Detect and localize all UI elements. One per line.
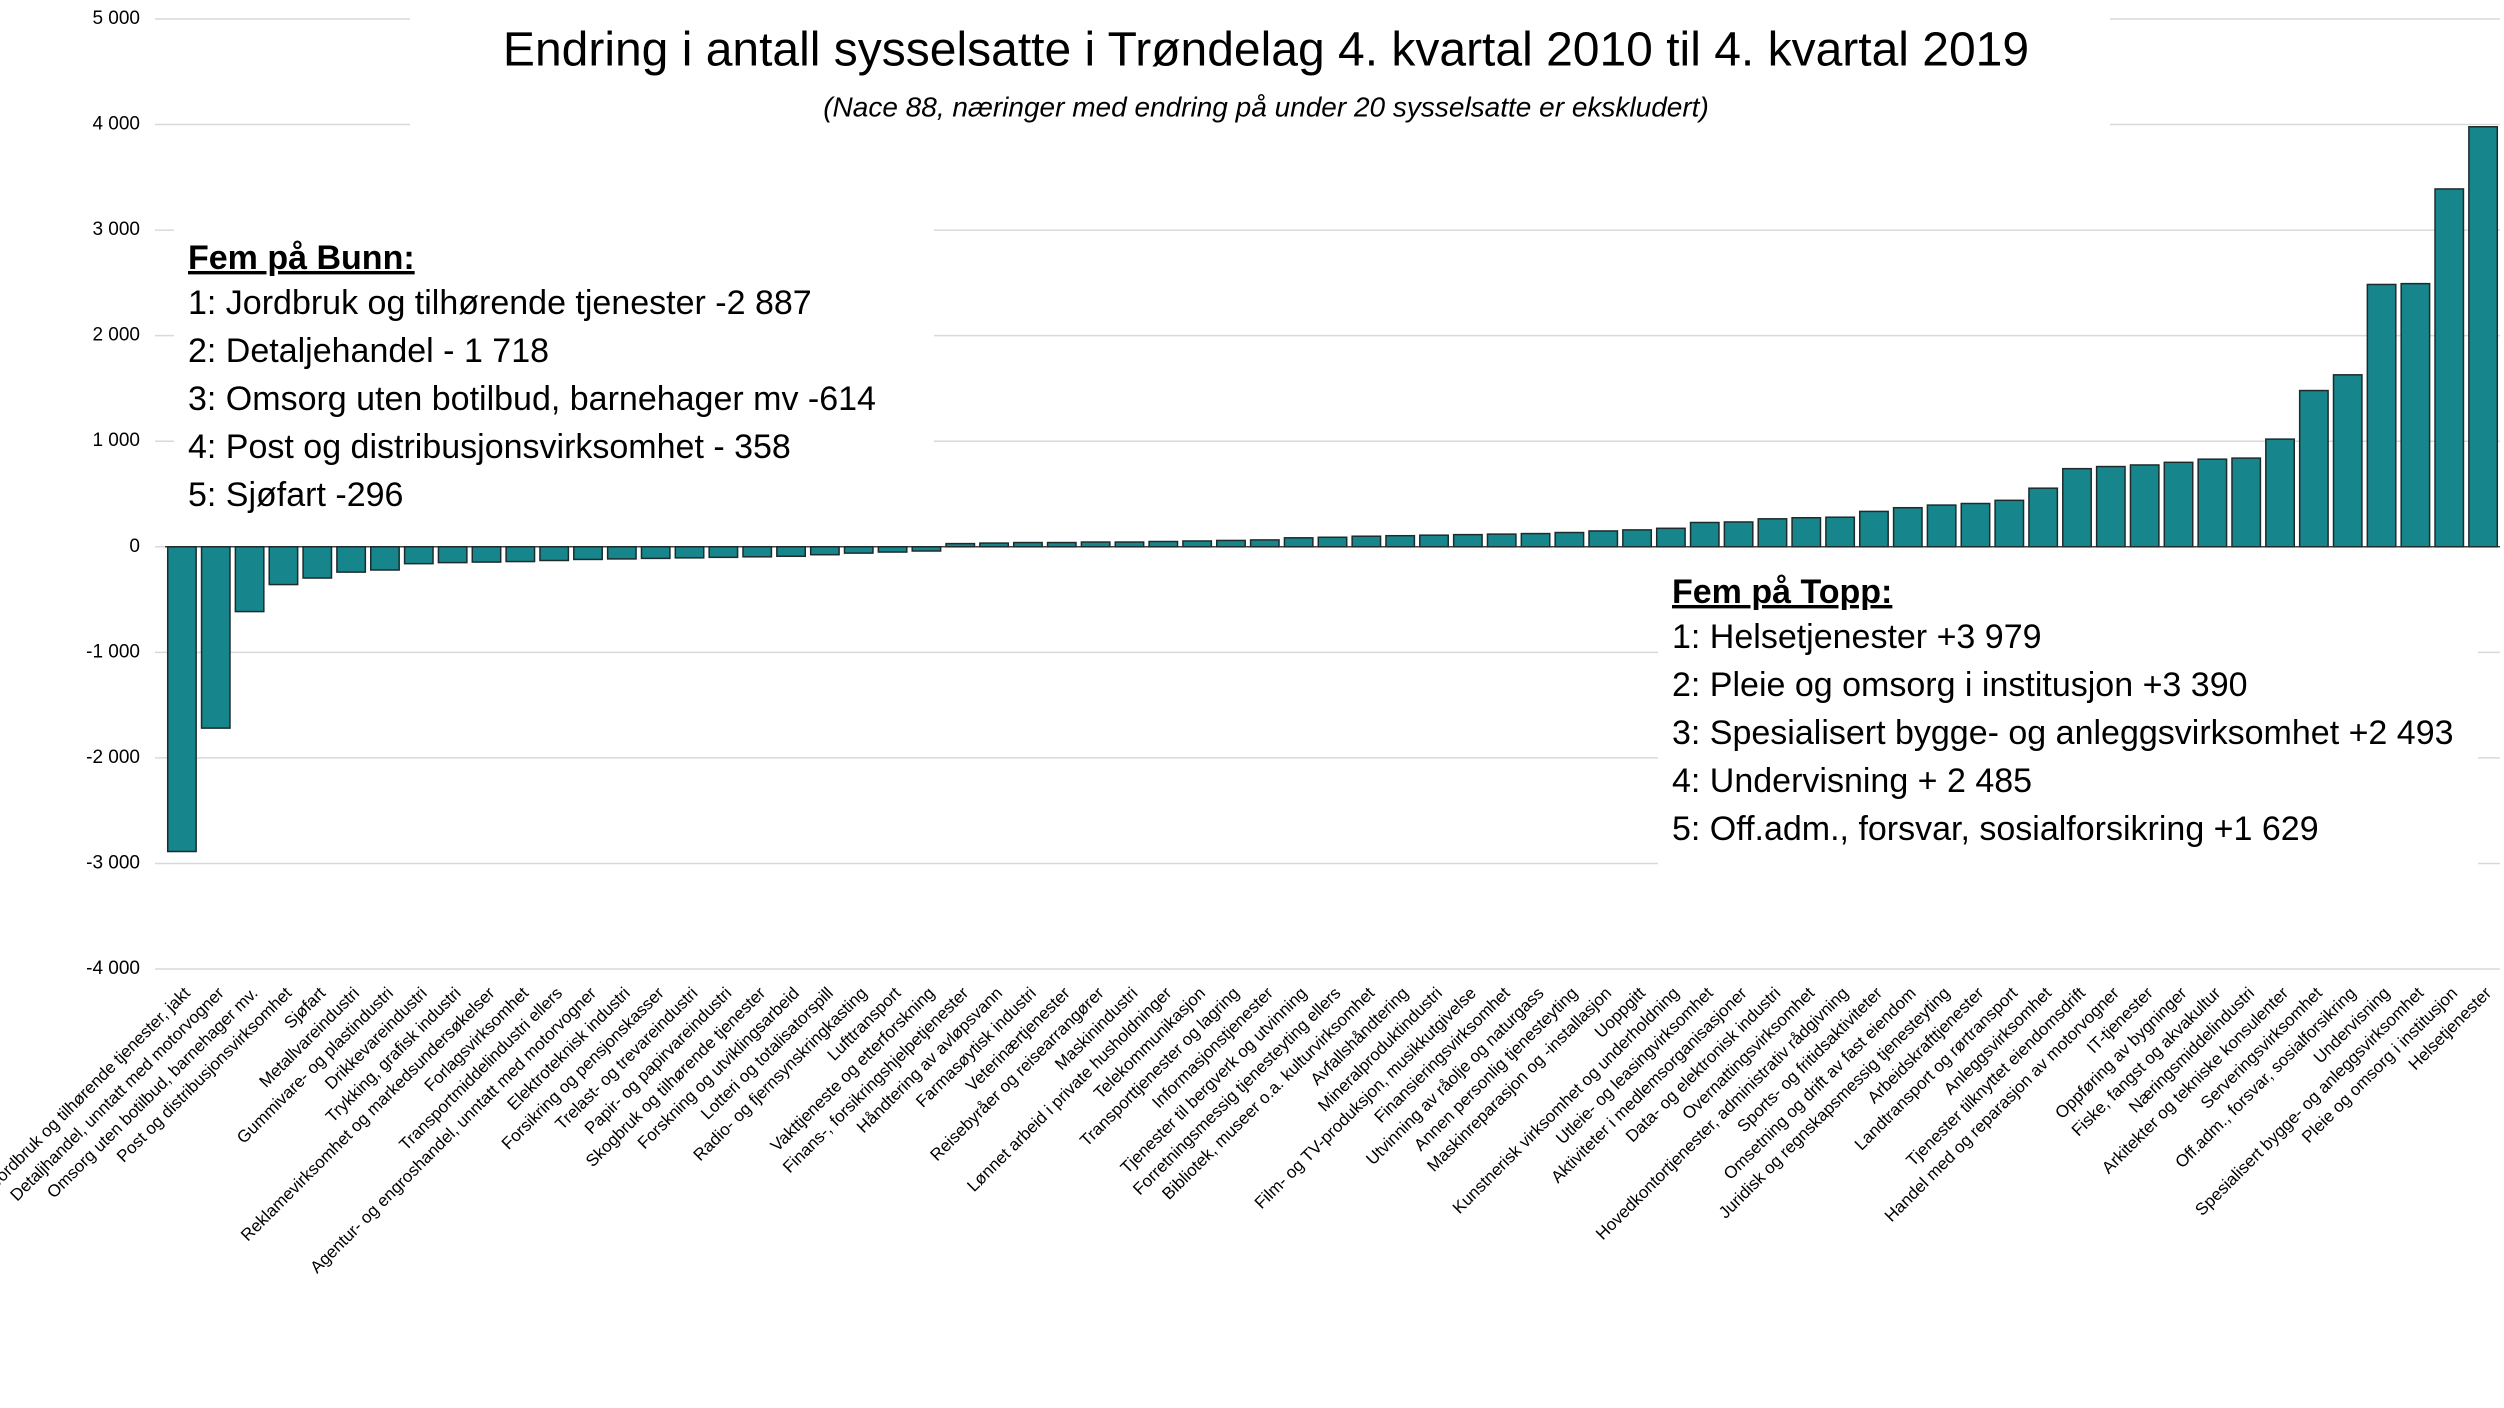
y-tick-label: -4 000 (86, 958, 140, 979)
annotation-heading: Fem på Bunn: (188, 239, 415, 277)
bar (539, 546, 570, 562)
bar (234, 546, 265, 613)
bar (573, 546, 603, 561)
y-tick-label: 5 000 (92, 8, 140, 29)
annotation-line: 3: Omsorg uten botilbud, barnehager mv -… (188, 380, 876, 418)
annotation-line: 5: Off.adm., forsvar, sosialforsikring +… (1672, 810, 2319, 848)
bar (1791, 517, 1822, 548)
bar (1655, 527, 1686, 548)
bar (1689, 521, 1720, 548)
bar (166, 546, 197, 853)
bar (2434, 188, 2465, 548)
bar (2062, 467, 2092, 548)
bar (1317, 536, 1348, 548)
chart-subtitle: (Nace 88, næringer med endring på under … (823, 91, 1709, 122)
bar (1723, 521, 1754, 548)
bar (1858, 510, 1889, 548)
chart-title: Endring i antall sysselsatte i Trøndelag… (503, 24, 2029, 77)
bar (1892, 506, 1923, 548)
bar (336, 546, 367, 573)
bar (1622, 529, 1653, 548)
y-tick-label: 3 000 (92, 219, 140, 240)
bar (640, 546, 671, 560)
bar (2197, 458, 2228, 548)
bar (2028, 487, 2059, 548)
bar (302, 546, 333, 579)
bar (2332, 374, 2363, 548)
bar (2366, 283, 2397, 548)
bar (742, 546, 773, 558)
bar (1520, 532, 1551, 548)
bar (708, 546, 739, 559)
bar (2095, 465, 2126, 548)
annotation-line: 2: Pleie og omsorg i institusjon +3 390 (1672, 666, 2248, 704)
bar (1825, 516, 1856, 548)
bar (1283, 537, 1314, 548)
bar (1419, 534, 1449, 548)
bar (1182, 540, 1213, 548)
annotation-background (174, 228, 934, 536)
bar (1046, 541, 1077, 548)
bar (1351, 535, 1382, 548)
bar (1452, 533, 1483, 548)
bar (1216, 539, 1246, 548)
bar (1486, 533, 1517, 548)
bar (2468, 126, 2499, 548)
y-tick-label: 0 (129, 536, 140, 557)
bar (1080, 541, 1111, 548)
y-tick-label: 1 000 (92, 430, 140, 451)
bar (911, 546, 942, 552)
annotation-line: 5: Sjøfart -296 (188, 476, 403, 514)
bar (877, 546, 908, 553)
y-tick-label: -3 000 (86, 852, 140, 873)
bar (2163, 461, 2194, 548)
annotation-line: 2: Detaljehandel - 1 718 (188, 332, 549, 370)
bar (979, 542, 1010, 548)
bar (1994, 499, 2025, 548)
bar (2129, 464, 2160, 548)
annotation-line: 4: Undervisning + 2 485 (1672, 762, 2032, 800)
bar (945, 542, 976, 548)
annotation-heading: Fem på Topp: (1672, 573, 1892, 611)
bar (1385, 534, 1416, 548)
bar (1960, 502, 1991, 548)
bar (268, 546, 299, 586)
bar (1926, 504, 1957, 548)
bar (809, 546, 840, 556)
y-tick-label: 2 000 (92, 325, 140, 346)
bar (843, 546, 874, 554)
bar (2231, 457, 2262, 548)
bar (200, 546, 231, 729)
bar (370, 546, 400, 571)
bar (1757, 518, 1788, 548)
bar (776, 546, 807, 558)
y-tick-label: -2 000 (86, 747, 140, 768)
bar (505, 546, 536, 563)
bar (471, 546, 502, 563)
bar (403, 546, 434, 565)
bar (2298, 389, 2329, 548)
bar (2265, 438, 2295, 548)
title-background (410, 10, 2110, 130)
bar (2400, 282, 2431, 548)
annotation-background (1658, 562, 2478, 870)
bar (1249, 539, 1280, 548)
bar (1148, 540, 1179, 548)
y-tick-label: 4 000 (92, 114, 140, 135)
bar (1114, 541, 1145, 548)
bar (674, 546, 705, 559)
annotation-line: 4: Post og distribusjonsvirksomhet - 358 (188, 428, 791, 466)
annotation-line: 3: Spesialisert bygge- og anleggsvirksom… (1672, 714, 2454, 752)
annotation-line: 1: Jordbruk og tilhørende tjenester -2 8… (188, 284, 812, 322)
bar (437, 546, 468, 564)
bar (1554, 531, 1585, 548)
y-tick-label: -1 000 (86, 641, 140, 662)
bar (606, 546, 637, 560)
bar (1588, 530, 1619, 548)
annotation-line: 1: Helsetjenester +3 979 (1672, 618, 2042, 656)
bar (1012, 541, 1043, 548)
